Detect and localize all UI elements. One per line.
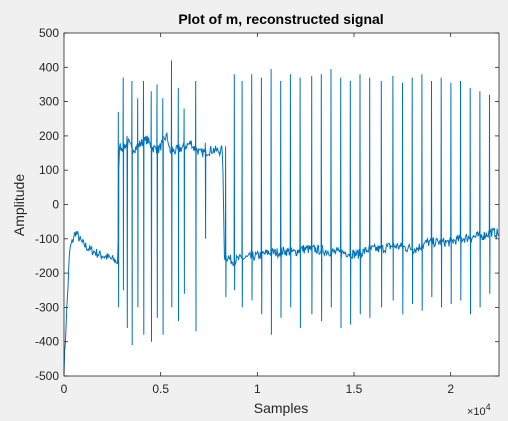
y-tick-label: -500: [35, 369, 59, 383]
axes-background: [64, 33, 499, 376]
y-tick-label: 200: [39, 129, 59, 143]
signal-series-line: [63, 60, 499, 374]
x-axis-exponent-base: ×10: [467, 406, 486, 418]
y-axis-label: Amplitude: [11, 174, 27, 236]
y-axis: -500 -400 -300 -200 -100 0 100 200 300 400 500: [35, 26, 499, 383]
chart-title: Plot of m, reconstructed signal: [178, 11, 383, 27]
x-tick-label: 0: [61, 382, 68, 396]
series-layer: [63, 60, 499, 374]
y-tick-label: -200: [35, 266, 59, 280]
x-tick-label: 1: [254, 382, 261, 396]
x-tick-label: 0.5: [152, 382, 169, 396]
y-tick-label: -300: [35, 300, 59, 314]
x-axis-exponent-power: 4: [486, 402, 491, 412]
x-axis-label: Samples: [254, 400, 308, 416]
y-tick-label: 500: [39, 26, 59, 40]
y-tick-label: -400: [35, 335, 59, 349]
x-axis: 0 0.5 1 1.5 2: [61, 33, 454, 396]
y-tick-label: 300: [39, 95, 59, 109]
y-tick-label: 100: [39, 163, 59, 177]
y-tick-label: 400: [39, 60, 59, 74]
x-tick-label: 2: [447, 382, 454, 396]
y-tick-label: 0: [52, 198, 59, 212]
x-tick-label: 1.5: [346, 382, 363, 396]
y-tick-label: -100: [35, 232, 59, 246]
x-axis-exponent: ×104: [467, 402, 491, 418]
